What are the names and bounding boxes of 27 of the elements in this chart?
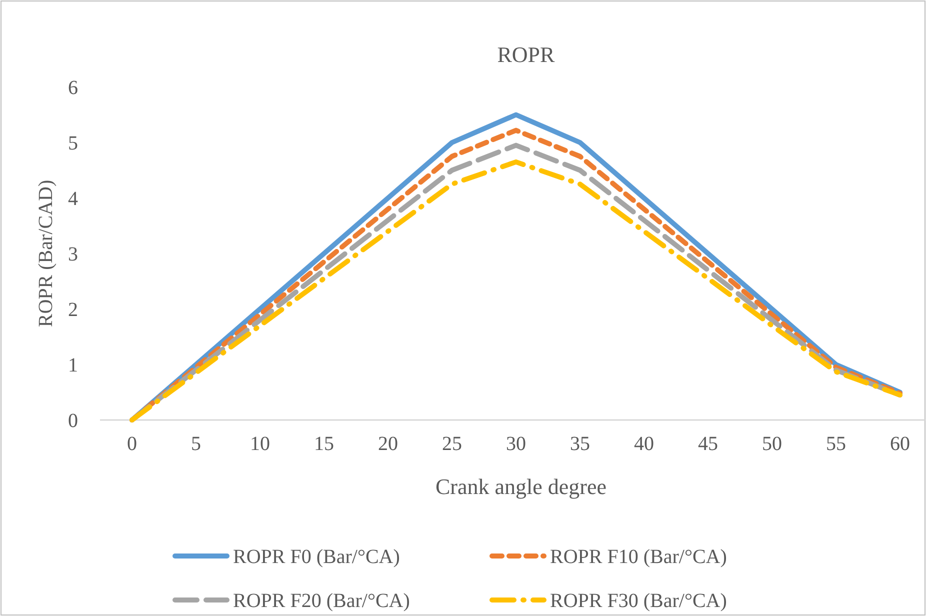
x-tick-label: 10 [250, 433, 270, 455]
x-tick-label: 60 [890, 433, 910, 455]
y-tick-label: 3 [68, 244, 78, 266]
y-tick-label: 2 [68, 299, 78, 321]
y-tick-label: 6 [68, 77, 78, 99]
x-tick-label: 50 [762, 433, 782, 455]
y-tick-label: 4 [68, 188, 78, 210]
y-tick-label: 5 [68, 132, 78, 154]
x-axis-title: Crank angle degree [435, 474, 607, 499]
legend-label: ROPR F10 (Bar/°CA) [550, 546, 727, 568]
x-tick-label: 55 [826, 433, 846, 455]
x-tick-label: 30 [506, 433, 526, 455]
legend-label: ROPR F0 (Bar/°CA) [233, 546, 400, 568]
x-tick-label: 25 [442, 433, 462, 455]
y-axis-title: ROPR (Bar/CAD) [35, 180, 57, 328]
x-tick-label: 15 [314, 433, 334, 455]
x-tick-label: 0 [127, 433, 137, 455]
x-tick-label: 20 [378, 433, 398, 455]
x-tick-label: 5 [191, 433, 201, 455]
x-tick-label: 40 [634, 433, 654, 455]
x-tick-label: 45 [698, 433, 718, 455]
legend-label: ROPR F30 (Bar/°CA) [550, 590, 727, 612]
x-tick-label: 35 [570, 433, 590, 455]
y-tick-label: 1 [68, 354, 78, 376]
chart-title: ROPR [497, 42, 556, 67]
legend-label: ROPR F20 (Bar/°CA) [233, 590, 410, 612]
y-tick-label: 0 [68, 410, 78, 432]
